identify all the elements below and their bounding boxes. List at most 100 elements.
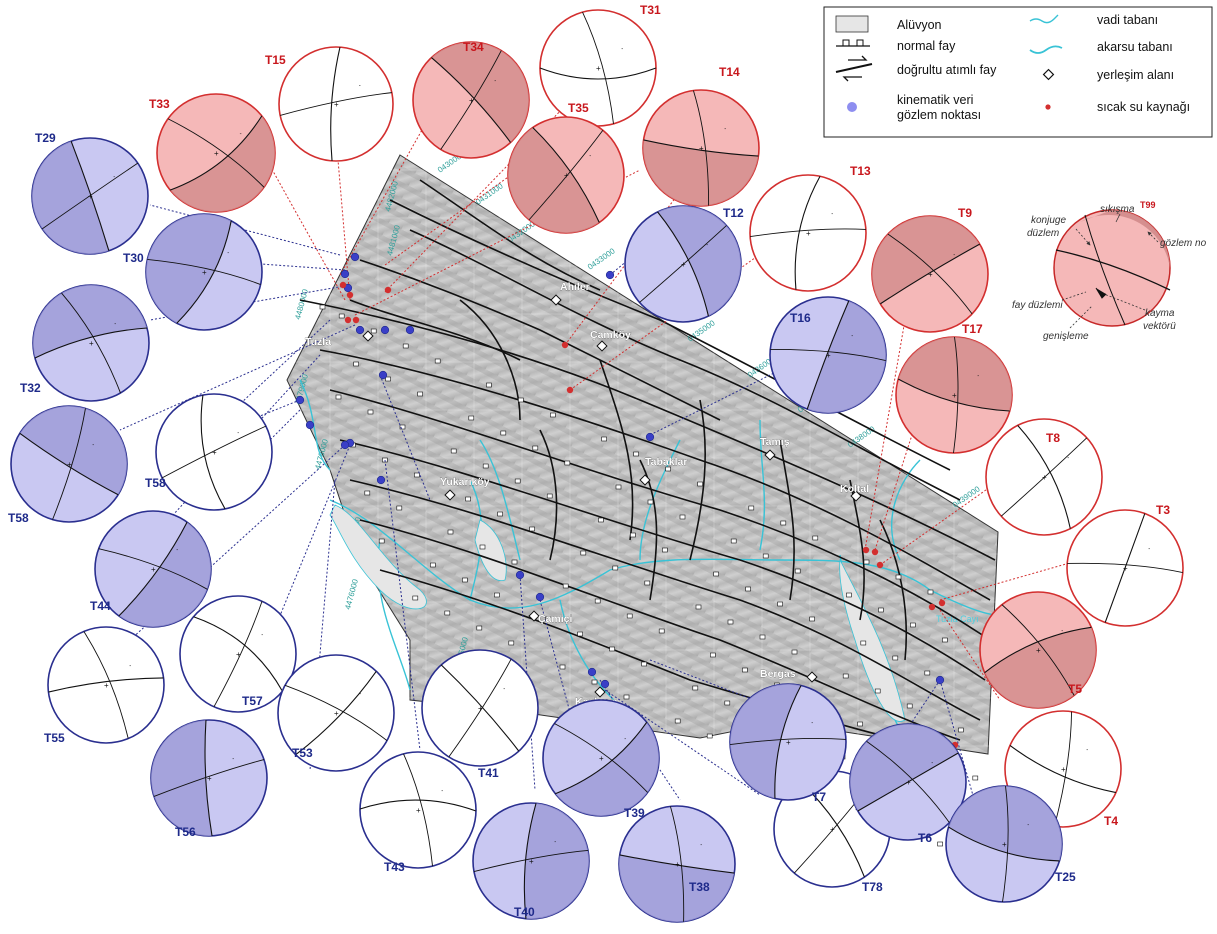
settlement-marker [764,449,776,461]
fault-line [389,199,951,471]
stereonet-quadrant [657,205,742,317]
normal-fault-tick [399,424,406,430]
hot-spring [938,599,946,607]
center-mark: + [214,149,219,158]
grid-label: 4476000 [343,578,360,611]
normal-fault-tick [759,634,766,640]
settlement-symbol [1042,68,1055,81]
conjugate-plane-trace [52,408,86,520]
axis-mark: - [831,212,833,218]
stereonet-circle [421,649,539,767]
station-label: T6 [918,831,932,845]
center-mark: + [104,681,109,690]
grid-label: 0433000 [586,246,617,272]
fault-plane-trace [204,720,213,837]
stereonet-T32: + - T32 [20,284,150,402]
normal-fault-tick [591,679,598,685]
fault-plane-trace [984,626,1092,674]
stereonet-T40: + - T40 [472,802,590,920]
stereonet-T44: + - T44 [90,510,212,628]
station-label: T30 [123,251,144,265]
normal-fault-tick [601,436,607,442]
stereonet-quadrant [170,115,275,212]
fault-plane-trace [657,211,709,317]
settlement-marker [806,671,818,683]
normal-fault-tick [644,580,651,586]
station-label: T40 [514,905,535,919]
normal-fault-tick [514,478,521,484]
key-conjugate-1: konjuge [1031,215,1066,226]
normal-fault-tick [658,628,665,634]
normal-fault-tick [319,304,326,310]
center-mark: + [529,857,534,866]
key-diagram: T99 konjuge düzlem sıkışma gözlem no fay… [1012,200,1207,342]
axis-mark: - [232,757,234,763]
axis-mark: - [851,334,853,340]
normal-fault-tick [612,565,619,571]
fault-plane-trace [19,432,119,496]
station-label: T39 [624,806,645,820]
fault-line [329,389,991,641]
conjugate-plane-trace [1002,785,1009,903]
hot-spring [862,546,870,554]
legend-valley-floor: vadi tabanı [1097,13,1158,27]
normal-fault-tick [609,646,615,652]
center-mark: + [207,774,212,783]
station-label: T14 [719,65,740,79]
axis-mark: - [700,843,702,849]
axis-mark: - [1061,629,1063,635]
conjugate-plane-trace [41,162,139,230]
axis-mark: - [129,664,131,670]
normal-fault-tick [780,520,787,526]
kinematic-point [340,269,350,279]
hot-spring [566,386,574,394]
normal-fault-tick [626,613,633,619]
station-label: T8 [1046,431,1060,445]
station-link [864,319,906,551]
hot-spring [871,548,879,556]
river [299,379,331,471]
conjugate-plane-trace [554,723,648,793]
kinematic-point [355,325,365,335]
normal-fault-tick [564,460,571,466]
fault-plane-trace [555,721,648,795]
normal-fault-tick [927,589,934,595]
axis-mark: - [977,374,979,380]
alluvium-swatch [835,15,869,33]
stereonet-T43: + - T43 [359,751,477,874]
normal-fault-tick [924,670,931,676]
conjugate-plane-trace [770,349,886,361]
normal-fault-tick [412,595,419,601]
kinematic-point [380,325,390,335]
station-label: T55 [44,731,65,745]
normal-fault-tick [724,700,731,706]
station-label: T57 [242,694,263,708]
stereonet-T38: + - T38 [618,805,736,923]
normal-fault-tick [727,619,734,625]
normal-fault-tick [417,391,423,397]
axis-mark: - [494,79,496,85]
normal-fault-tick [559,664,566,670]
kinematic-point [935,675,945,685]
center-mark: + [416,806,421,815]
conjugate-plane-trace [750,228,866,238]
key-extension: genişleme [1043,331,1089,342]
normal-fault-tick [577,631,583,637]
stereonet-T34: + - T34 [412,40,530,159]
conjugate-plane-trace [61,292,121,394]
hot-spring [352,316,360,324]
stereonet-circle [47,626,165,744]
normal-fault-tick [396,505,403,511]
fault-line [319,349,991,601]
axis-mark: - [589,154,591,160]
normal-fault-tick [630,532,636,538]
conjugate-plane-trace [83,631,129,739]
conjugate-plane-trace [887,233,973,315]
fault-plane-trace [619,854,735,874]
fault-plane-trace [34,327,148,359]
normal-fault-tick [378,538,385,544]
normal-fault-tick [791,649,798,655]
normal-fault-tick [518,397,524,403]
conjugate-plane-trace [669,806,685,922]
